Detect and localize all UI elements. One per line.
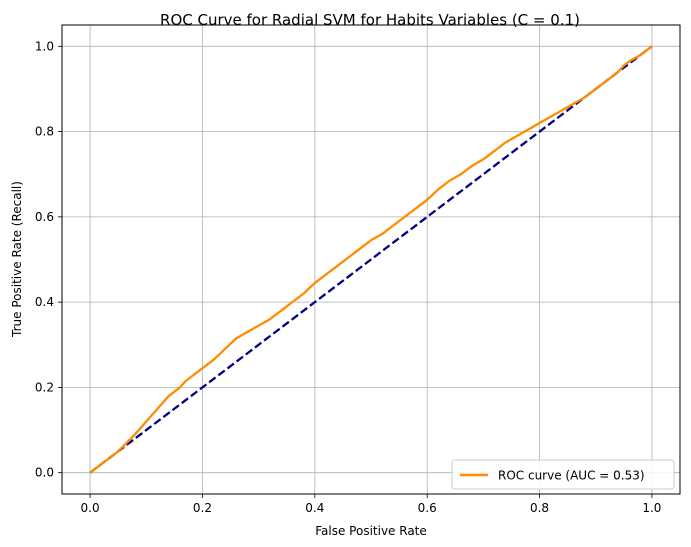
legend: ROC curve (AUC = 0.53) (451, 459, 675, 490)
x-tick-label-4: 0.8 (530, 501, 549, 515)
plot-frame (61, 24, 681, 495)
grid-lines (62, 25, 680, 494)
chart-title: ROC Curve for Radial SVM for Habits Vari… (160, 11, 580, 29)
x-tick-label-0: 0.0 (81, 501, 100, 515)
y-tick-label-3: 0.6 (35, 210, 54, 224)
y-tick-label-0: 0.0 (35, 466, 54, 480)
x-tick-label-3: 0.6 (418, 501, 437, 515)
legend-label-roc: ROC curve (AUC = 0.53) (498, 469, 645, 483)
legend-box (451, 459, 675, 490)
y-axis-ticks: 0.0 0.2 0.4 0.6 0.8 1.0 (35, 39, 62, 480)
chance-diagonal-line (89, 45, 653, 474)
x-tick-label-2: 0.4 (305, 501, 324, 515)
roc-curve-line (89, 45, 653, 474)
x-tick-label-5: 1.0 (642, 501, 661, 515)
y-tick-label-5: 1.0 (35, 39, 54, 53)
x-axis-label: False Positive Rate (315, 524, 427, 538)
y-tick-label-2: 0.4 (35, 295, 54, 309)
y-tick-label-1: 0.2 (35, 380, 54, 394)
series-layer (89, 45, 653, 474)
x-tick-label-1: 0.2 (193, 501, 212, 515)
y-axis-label: True Positive Rate (Recall) (10, 181, 24, 338)
x-axis-ticks: 0.0 0.2 0.4 0.6 0.8 1.0 (81, 494, 661, 515)
y-tick-label-4: 0.8 (35, 125, 54, 139)
